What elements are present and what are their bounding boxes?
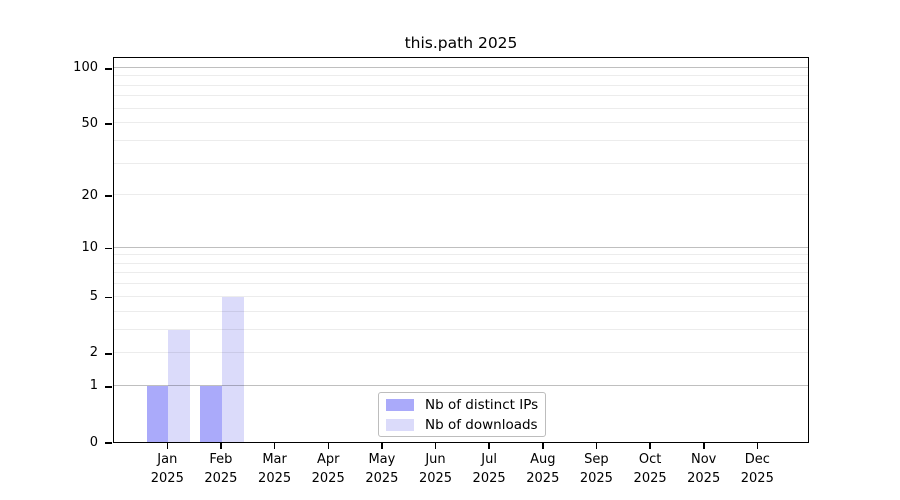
gridline-minor-5 [114,295,808,297]
legend: Nb of distinct IPs Nb of downloads [378,392,546,437]
month-label: Dec [744,452,770,467]
year-label: 2025 [472,470,506,486]
x-tick-label-sep: Sep 2025 [556,451,636,488]
x-tick-label-may: May 2025 [342,451,422,488]
year-label: 2025 [311,470,345,486]
gridline-minor-90 [114,75,808,77]
year-label: 2025 [526,470,560,486]
gridline-major-1 [114,384,808,386]
month-label: Nov [691,452,717,467]
x-tick-mar [273,443,276,449]
year-label: 2025 [418,470,453,486]
legend-swatch-downloads [386,418,414,431]
gridline-minor-80 [114,84,808,86]
x-tick-label-aug: Aug 2025 [503,451,583,488]
x-tick-dec [756,443,759,449]
x-tick-jun [434,443,437,449]
legend-row-downloads: Nb of downloads [386,416,545,433]
gridline-minor-50 [114,122,808,124]
x-tick-may [381,443,383,449]
gridline-minor-2 [114,351,808,353]
legend-label-downloads: Nb of downloads [425,416,538,433]
y-tick-label-50: 50 [81,115,98,131]
year-label: 2025 [579,470,613,486]
y-tick-label-5: 5 [89,289,98,305]
gridline-minor-3 [114,328,808,330]
month-label: Jul [481,452,497,467]
x-tick-jan [166,443,169,449]
y-tick-20 [105,195,112,197]
x-tick-label-oct: Oct 2025 [610,451,690,488]
gridline-major-10 [114,246,808,248]
y-tick-label-2: 2 [89,345,98,361]
month-label: Jun [425,452,446,467]
legend-swatch-distinct-ips [386,398,414,411]
x-tick-sep [595,443,598,449]
month-label: Sep [584,452,609,467]
year-label: 2025 [150,470,184,486]
y-tick-0 [105,442,112,444]
year-label: 2025 [687,470,721,486]
gridline-minor-60 [114,107,808,109]
y-tick-label-0: 0 [89,434,98,450]
x-tick-label-feb: Feb 2025 [181,451,261,488]
gridline-minor-70 [114,95,808,97]
y-tick-label-20: 20 [81,187,98,203]
gridline-minor-40 [114,139,808,141]
y-tick-2 [105,353,112,355]
gridline-minor-20 [114,194,808,196]
y-tick-label-1: 1 [89,378,98,394]
x-tick-feb [220,443,222,449]
bar-downloads-feb [221,296,244,442]
gridline-minor-6 [114,283,808,285]
x-tick-label-jan: Jan 2025 [127,451,207,488]
x-tick-label-jun: Jun 2025 [396,451,476,488]
legend-row-distinct-ips: Nb of distinct IPs [386,396,545,413]
x-tick-aug [542,443,544,449]
bar-downloads-jan [168,329,190,442]
year-label: 2025 [740,470,774,486]
x-tick-label-mar: Mar 2025 [235,451,315,488]
x-tick-jul [488,443,490,449]
gridline-minor-9 [114,254,808,256]
plot-area [113,57,809,443]
y-tick-5 [105,296,112,299]
x-tick-apr [327,443,329,449]
chart-title: this.path 2025 [404,34,518,52]
year-label: 2025 [365,470,399,486]
x-tick-label-apr: Apr 2025 [288,451,368,488]
y-tick-label-10: 10 [81,240,98,255]
gridline-minor-7 [114,272,808,274]
month-label: Oct [638,452,662,467]
gridline-major-100 [114,66,808,68]
month-label: May [368,452,396,467]
bar-distinct-ips-jan [146,385,169,442]
gridline-minor-4 [114,310,808,312]
y-tick-10 [105,247,112,250]
month-label: Apr [316,452,340,467]
x-tick-nov [703,443,705,449]
month-label: Mar [262,452,287,467]
year-label: 2025 [633,470,667,486]
y-tick-100 [105,68,112,70]
y-tick-50 [105,123,112,125]
legend-label-distinct-ips: Nb of distinct IPs [425,396,539,413]
month-label: Feb [209,452,233,467]
month-label: Jan [157,452,178,467]
gridline-minor-30 [114,162,808,164]
y-tick-1 [105,386,112,388]
year-label: 2025 [258,470,292,486]
x-tick-oct [649,443,651,449]
gridline-minor-8 [114,262,808,264]
bar-distinct-ips-feb [200,385,222,442]
x-tick-label-dec: Dec 2025 [717,451,797,488]
x-tick-label-nov: Nov 2025 [664,451,744,488]
y-tick-label-100: 100 [73,60,98,76]
x-tick-label-jul: Jul 2025 [449,451,529,488]
year-label: 2025 [204,470,238,486]
month-label: Aug [530,452,556,467]
